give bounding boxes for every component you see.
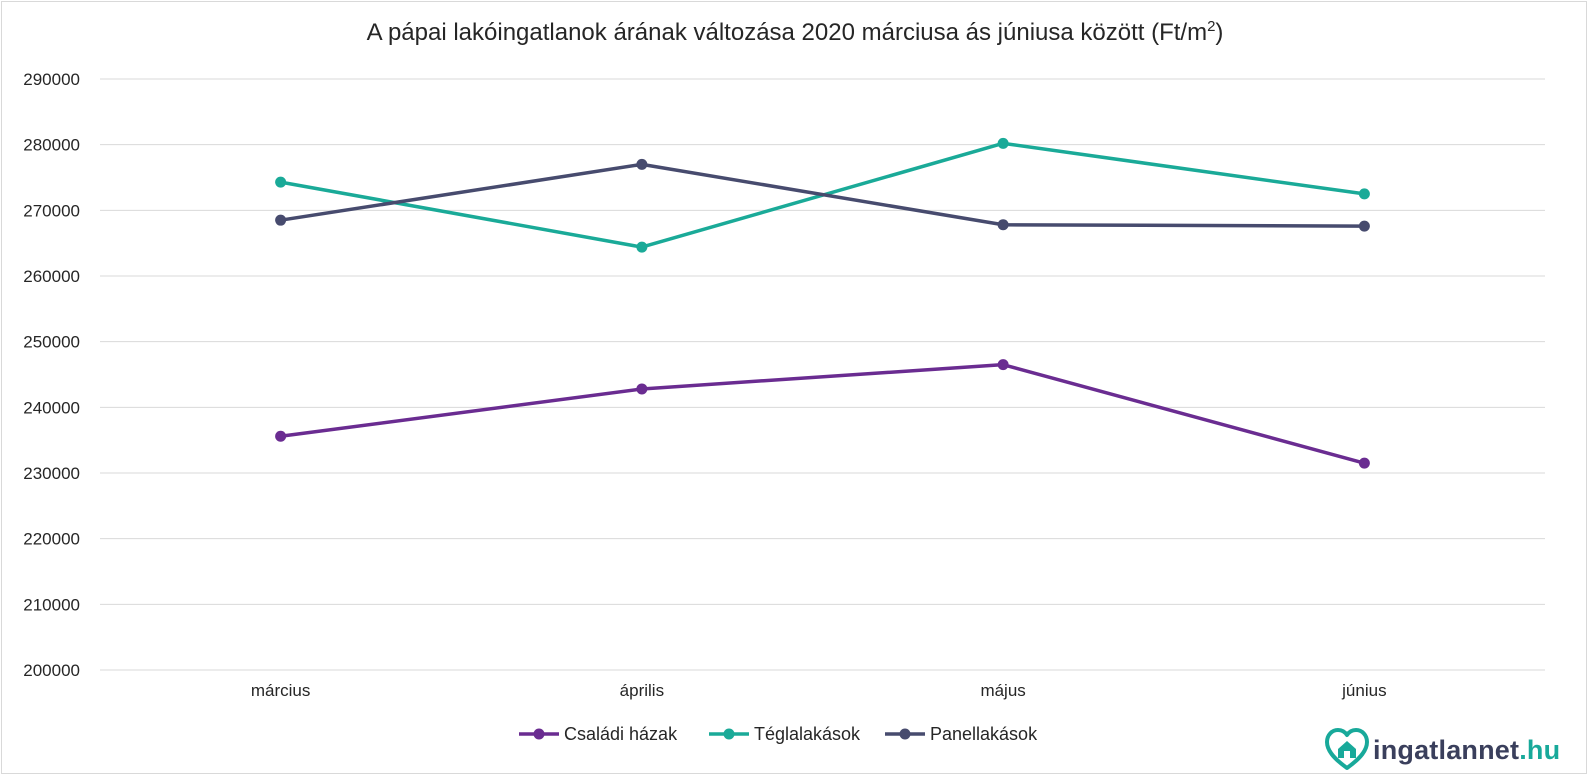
y-tick-label: 220000 bbox=[23, 530, 80, 549]
series-line bbox=[280, 362, 1365, 465]
data-point bbox=[636, 383, 648, 395]
chart-title: A pápai lakóingatlanok árának változása … bbox=[0, 18, 1590, 47]
data-point bbox=[997, 359, 1009, 371]
y-tick-label: 280000 bbox=[23, 136, 80, 155]
y-tick-label: 210000 bbox=[23, 595, 80, 614]
logo-text: ingatlannet.hu bbox=[1373, 735, 1560, 766]
data-point bbox=[275, 176, 287, 188]
x-tick-label: május bbox=[980, 681, 1025, 700]
ingatlannet-logo: ingatlannet.hu bbox=[1325, 728, 1560, 772]
y-tick-label: 240000 bbox=[23, 398, 80, 417]
x-tick-label: március bbox=[251, 681, 311, 700]
data-point bbox=[1358, 188, 1370, 200]
gridlines bbox=[100, 78, 1545, 671]
data-point bbox=[275, 214, 287, 226]
chart-title-suffix: ) bbox=[1215, 19, 1224, 46]
series-line bbox=[280, 162, 1365, 228]
legend-label: Családi házak bbox=[564, 724, 678, 744]
y-axis-ticks: 200000 210000 220000 230000 240000 250000 2600… bbox=[23, 70, 80, 680]
legend-swatch-marker bbox=[533, 728, 545, 740]
y-tick-label: 200000 bbox=[23, 661, 80, 680]
legend-item: Családi házak bbox=[519, 724, 678, 744]
data-point bbox=[1358, 457, 1370, 469]
logo-name: ingatlannet bbox=[1373, 734, 1520, 765]
x-tick-label: június bbox=[1341, 681, 1386, 700]
house-heart-icon bbox=[1325, 728, 1369, 770]
data-point bbox=[997, 137, 1009, 149]
logo-domain: .hu bbox=[1519, 734, 1561, 765]
data-point bbox=[997, 219, 1009, 231]
legend-item: Panellakások bbox=[885, 724, 1038, 744]
y-tick-label: 250000 bbox=[23, 333, 80, 352]
data-point bbox=[636, 158, 648, 170]
y-tick-label: 230000 bbox=[23, 464, 80, 483]
series-3 bbox=[275, 158, 1370, 232]
x-axis-ticks: március április május június bbox=[251, 681, 1387, 700]
data-point bbox=[275, 430, 287, 442]
legend-swatch-marker bbox=[723, 728, 735, 740]
legend-label: Panellakások bbox=[930, 724, 1038, 744]
legend-label: Téglalakások bbox=[754, 724, 861, 744]
y-tick-label: 290000 bbox=[23, 70, 80, 89]
data-point bbox=[1358, 220, 1370, 232]
y-tick-label: 260000 bbox=[23, 267, 80, 286]
chart-title-superscript: 2 bbox=[1207, 18, 1216, 35]
y-tick-label: 270000 bbox=[23, 201, 80, 220]
chart-title-text: A pápai lakóingatlanok árának változása … bbox=[366, 19, 1208, 46]
series-lines bbox=[275, 137, 1370, 469]
legend-item: Téglalakások bbox=[709, 724, 861, 744]
data-point bbox=[636, 241, 648, 253]
legend-swatch-marker bbox=[899, 728, 911, 740]
series-1 bbox=[275, 359, 1370, 469]
legend: Családi házak Téglalakások Panellakások bbox=[519, 724, 1038, 744]
x-tick-label: április bbox=[620, 681, 664, 700]
